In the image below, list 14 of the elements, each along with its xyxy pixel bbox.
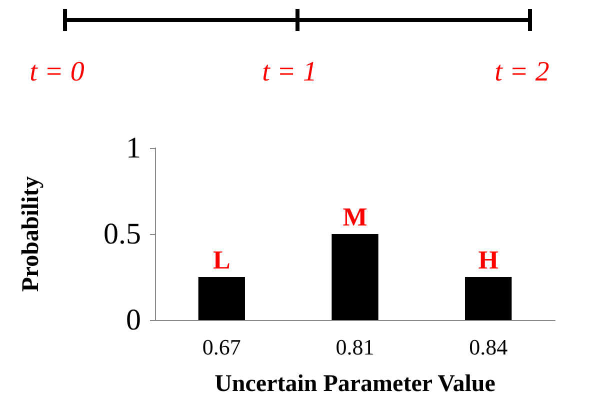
text: t = 0 — [30, 56, 84, 88]
text: t = 1 — [262, 56, 317, 88]
x-tick-label: 0.67 — [202, 334, 241, 360]
annotation: H — [478, 246, 498, 274]
y-tick-label: 0 — [126, 304, 141, 336]
x-axis-title: Uncertain Parameter Value — [214, 371, 496, 397]
y-tick-label: 1 — [126, 132, 141, 164]
x-tick-label: 0.81 — [336, 334, 374, 360]
y-axis-title: Probability — [18, 176, 44, 292]
text: t = 2 — [494, 56, 550, 88]
annotation: M — [342, 202, 368, 232]
annotation: L — [212, 246, 230, 274]
y-tick-label: 0.5 — [104, 218, 141, 250]
x-tick-label: 0.84 — [469, 334, 508, 360]
